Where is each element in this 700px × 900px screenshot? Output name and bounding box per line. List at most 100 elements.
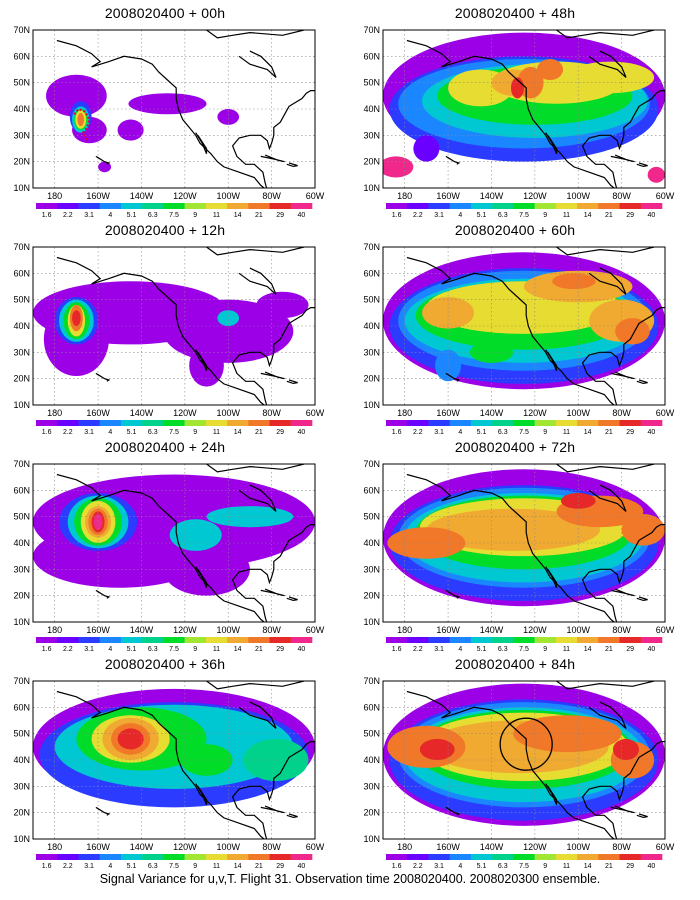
colorbar-label: 2.2	[413, 863, 423, 870]
colorbar-label: 1.6	[392, 646, 402, 653]
flight-track	[73, 107, 91, 142]
lon-label: 140W	[480, 191, 504, 201]
colorbar-swatch	[36, 420, 58, 426]
lat-label: 20N	[13, 374, 30, 384]
map-frame	[32, 463, 316, 623]
colorbar-label: 7.5	[519, 212, 529, 219]
colorbar-swatch	[290, 203, 313, 209]
coastline	[406, 256, 616, 405]
colorbar-label: 21	[605, 863, 613, 870]
variance-contour	[426, 508, 600, 551]
colorbar-swatch	[184, 203, 207, 209]
colorbar-swatch	[386, 854, 408, 860]
colorbar-label: 2.2	[413, 429, 423, 436]
lon-label: 80W	[612, 842, 631, 852]
colorbar-swatch	[534, 203, 557, 209]
colorbar-label: 40	[297, 646, 305, 653]
colorbar-label: 5.1	[127, 212, 137, 219]
coastline	[56, 690, 266, 839]
lon-label: 60W	[306, 191, 325, 201]
coastline	[260, 154, 285, 163]
map-frame	[32, 680, 316, 840]
colorbar-label: 4	[458, 429, 462, 436]
map-frame	[32, 246, 316, 406]
colorbar-label: 5.1	[477, 863, 487, 870]
lon-label: 160W	[436, 625, 460, 635]
colorbar-swatch	[407, 420, 429, 426]
lon-label: 180	[397, 842, 412, 852]
colorbar-label: 40	[297, 212, 305, 219]
lon-label: 180	[47, 408, 62, 418]
variance-contour	[93, 514, 103, 530]
colorbar-label: 11	[213, 646, 220, 653]
colorbar-swatch	[78, 854, 100, 860]
lon-label: 120W	[523, 842, 547, 852]
map-panel: 2008020400 + 48h 70N 60N 50N 40N 30N 20N 10N 180…	[350, 5, 680, 219]
lat-label: 60N	[13, 702, 30, 712]
colorbar-label: 2.2	[413, 212, 423, 219]
lat-label: 20N	[13, 157, 30, 167]
colorbar-label: 5.1	[127, 429, 137, 436]
coastline	[95, 372, 111, 382]
coastline	[286, 162, 298, 168]
colorbar-swatch	[470, 637, 493, 643]
colorbar-swatch	[57, 420, 79, 426]
map-frame	[32, 29, 316, 189]
lon-label: 60W	[306, 408, 325, 418]
variance-contour	[256, 291, 309, 319]
coastline	[610, 371, 635, 380]
colorbar-label: 29	[276, 429, 284, 436]
lat-label: 60N	[13, 51, 30, 61]
lat-label: 50N	[13, 78, 30, 88]
colorbar-label: 6.3	[148, 863, 158, 870]
variance-map: 70N 60N 50N 40N 30N 20N 10N 180 160W 140W 120W 100W…	[13, 459, 324, 653]
lat-label: 30N	[363, 130, 380, 140]
coastline	[636, 162, 648, 168]
colorbar-swatch	[78, 203, 100, 209]
coastline	[636, 379, 648, 385]
lon-label: 160W	[86, 625, 110, 635]
lat-label: 60N	[363, 268, 380, 278]
lon-label: 180	[47, 191, 62, 201]
lon-label: 140W	[480, 408, 504, 418]
coastline	[556, 30, 655, 39]
colorbar-swatch	[386, 420, 408, 426]
colorbar-label: 6.3	[498, 212, 508, 219]
coastline	[195, 132, 208, 155]
colorbar-swatch	[577, 420, 599, 426]
coastline	[545, 349, 558, 372]
variance-map: 70N 60N 50N 40N 30N 20N 10N 180 160W 140W 120W 100W…	[13, 676, 324, 870]
colorbar-swatch	[269, 637, 292, 643]
lon-label: 60W	[306, 842, 325, 852]
variance-contour	[217, 109, 240, 125]
lat-label: 50N	[363, 295, 380, 305]
variance-contour	[117, 728, 144, 750]
map-panel: 2008020400 + 84h 70N 60N 50N 40N 30N 20N 10N 180…	[350, 656, 680, 870]
colorbar-swatch	[619, 420, 642, 426]
coastline	[231, 89, 315, 188]
coastline	[556, 464, 655, 473]
map-panel: 2008020400 + 12h 70N 60N 50N 40N 30N 20N 10N 180…	[0, 222, 330, 436]
coastline	[195, 349, 208, 372]
colorbar-swatch	[290, 420, 313, 426]
colorbar-swatch	[120, 854, 143, 860]
coastline	[581, 89, 665, 188]
coastline	[238, 267, 277, 295]
colorbar-label: 21	[605, 212, 613, 219]
colorbar-swatch	[407, 854, 429, 860]
lon-label: 140W	[480, 842, 504, 852]
coastline	[231, 306, 315, 405]
lon-label: 80W	[262, 408, 281, 418]
colorbar-swatch	[598, 637, 620, 643]
colorbar-swatch	[492, 854, 514, 860]
colorbar-label: 3.1	[84, 429, 94, 436]
lat-label: 70N	[363, 25, 380, 35]
map-frame	[382, 29, 666, 189]
variance-contour	[621, 514, 665, 546]
variance-contour	[169, 519, 222, 551]
lat-label: 70N	[363, 459, 380, 469]
colorbar-label: 11	[563, 646, 570, 653]
lat-label: 20N	[13, 808, 30, 818]
panel-title: 2008020400 + 84h	[454, 656, 576, 672]
lon-label: 160W	[436, 842, 460, 852]
